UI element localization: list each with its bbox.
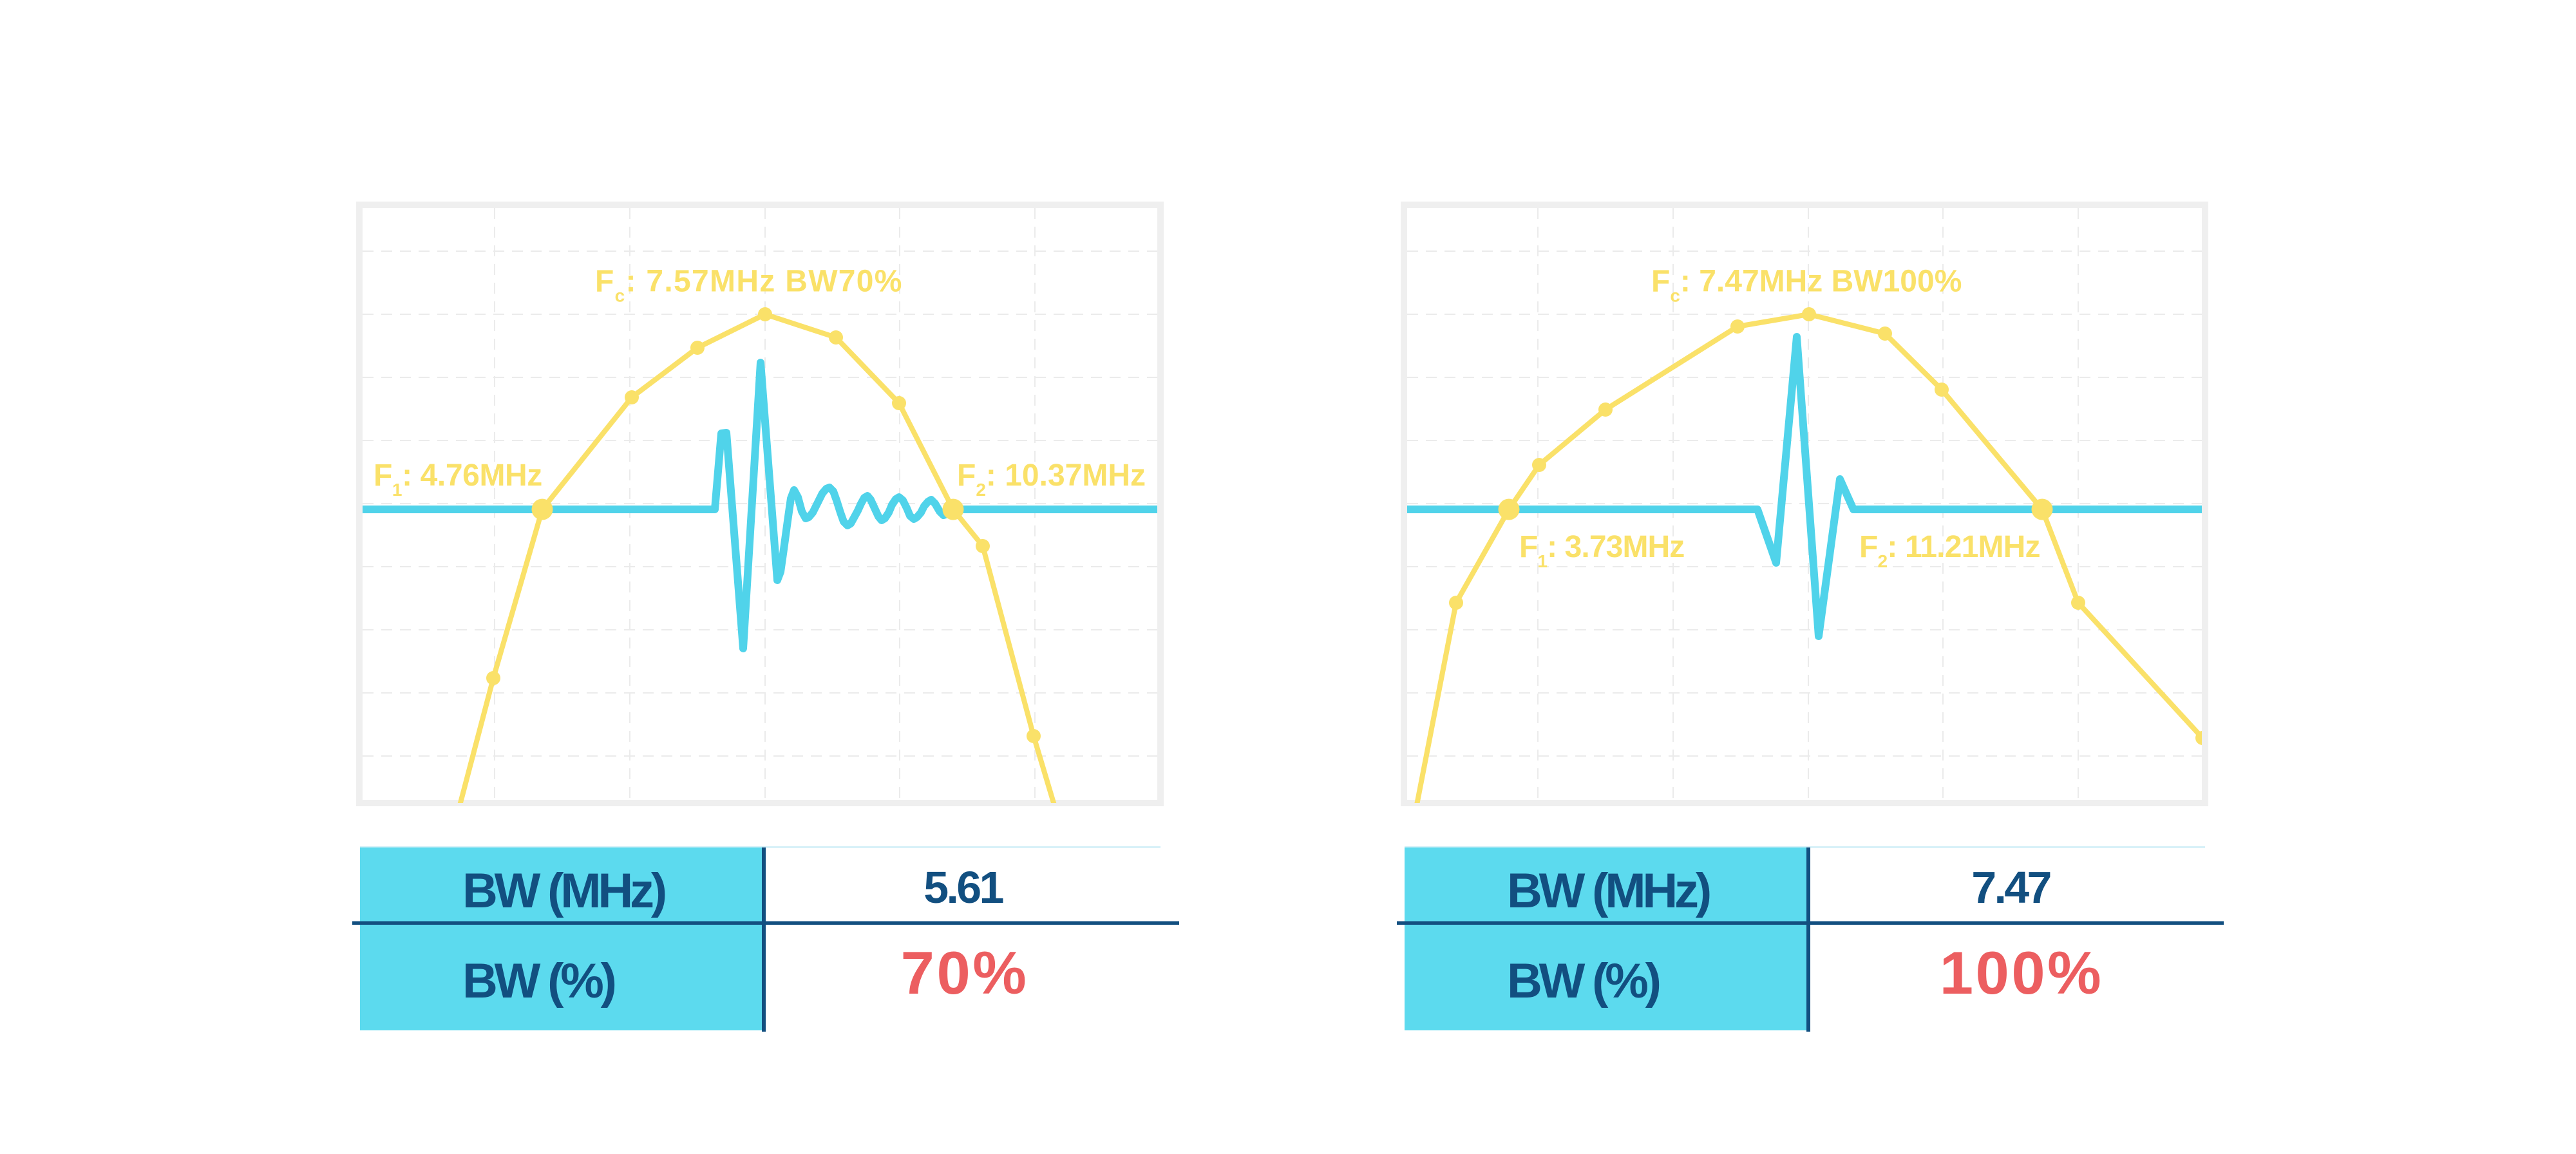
svg-text:7.47: 7.47 (1971, 862, 2050, 913)
svg-text:5.61: 5.61 (923, 862, 1003, 913)
svg-text:BW (MHz): BW (MHz) (462, 864, 665, 918)
svg-text:100%: 100% (1940, 939, 2103, 1007)
svg-text:70%: 70% (901, 939, 1029, 1007)
svg-text:BW (MHz): BW (MHz) (1507, 864, 1710, 918)
svg-text:BW (%): BW (%) (462, 954, 615, 1008)
svg-text:BW (%): BW (%) (1507, 954, 1660, 1008)
